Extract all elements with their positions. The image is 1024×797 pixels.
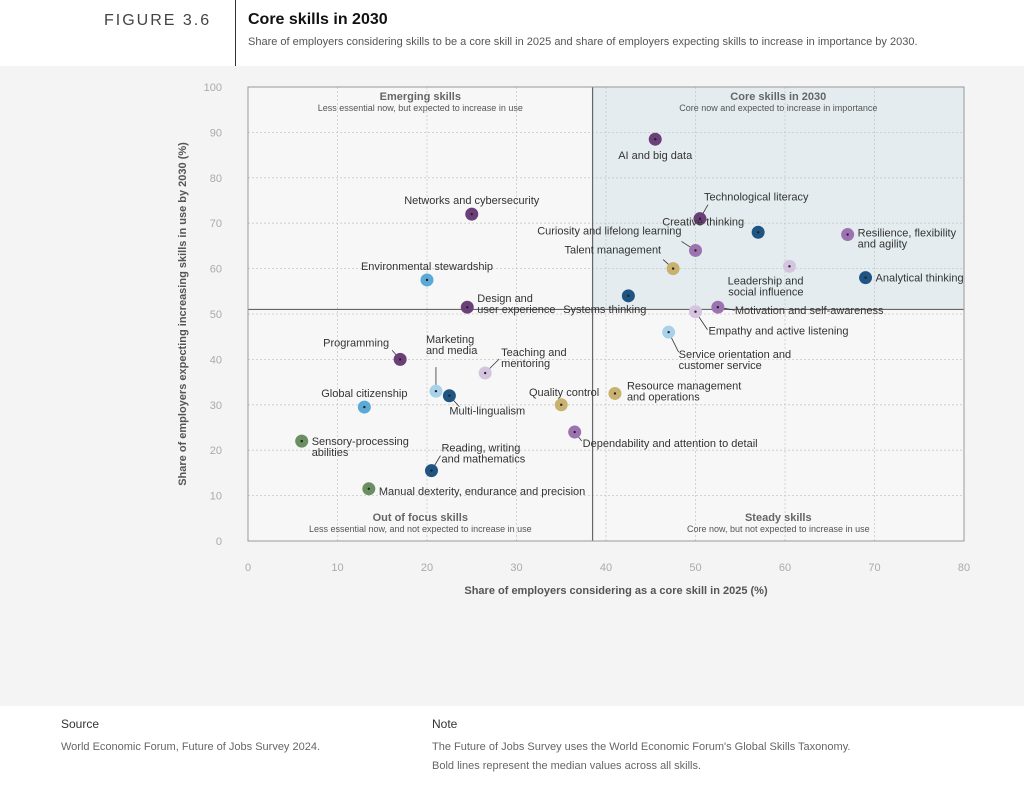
data-label-service-orientation-and-customer-service: Service orientation and customer service <box>679 349 792 372</box>
plot-frame <box>247 86 965 542</box>
y-tick-label: 70 <box>210 218 222 230</box>
data-label-creative-thinking: Creative thinking <box>662 216 744 228</box>
data-label-networks-and-cybersecurity: Networks and cybersecurity <box>404 195 540 207</box>
point-center-dot <box>864 276 867 279</box>
source-text: World Economic Forum, Future of Jobs Sur… <box>61 741 321 753</box>
quadrant-subtitle: Less essential now, but expected to incr… <box>318 103 523 113</box>
point-center-dot <box>756 231 760 234</box>
y-tick-label: 40 <box>210 354 222 366</box>
point-center-dot <box>654 138 657 141</box>
data-label-ai-and-big-data: AI and big data <box>618 150 693 162</box>
x-axis-title: Share of employers considering as a core… <box>464 585 768 597</box>
source-heading: Source <box>61 717 100 731</box>
data-label-analytical-thinking: Analytical thinking <box>876 273 964 285</box>
quadrant-title: Core skills in 2030 <box>730 91 826 103</box>
point-center-dot <box>470 212 473 216</box>
point-center-dot <box>667 330 670 334</box>
data-label-design-and-user-experience: Design and user experience <box>477 293 555 316</box>
x-tick-label: 70 <box>868 562 880 574</box>
point-center-dot <box>425 278 429 282</box>
figure-title: Core skills in 2030 <box>248 11 388 28</box>
point-center-dot <box>466 305 469 309</box>
point-center-dot <box>434 389 438 393</box>
data-label-global-citizenship: Global citizenship <box>321 388 407 400</box>
point-center-dot <box>398 358 402 361</box>
point-center-dot <box>716 305 720 309</box>
data-label-resilience-flexibility-and-agility: Resilience, flexibility and agility <box>858 228 957 251</box>
point-center-dot <box>694 310 697 313</box>
x-tick-label: 0 <box>245 562 251 574</box>
quadrant-subtitle: Less essential now, and not expected to … <box>309 524 532 534</box>
quadrant-title: Out of focus skills <box>373 512 468 524</box>
figure-header: FIGURE 3.6 Core skills in 2030 Share of … <box>0 0 1024 66</box>
note-line-1: The Future of Jobs Survey uses the World… <box>432 741 851 753</box>
note-line-2: Bold lines represent the median values a… <box>432 760 702 772</box>
point-center-dot <box>367 487 371 490</box>
point-center-dot <box>698 217 702 220</box>
data-label-leadership-and-social-influence: Leadership and social influence <box>728 275 804 298</box>
quadrant-title: Steady skills <box>745 512 812 524</box>
point-center-dot <box>613 392 617 395</box>
y-tick-label: 90 <box>210 127 222 139</box>
data-label-marketing-and-media: Marketing and media <box>426 334 478 357</box>
data-label-quality-control: Quality control <box>529 387 599 399</box>
data-label-reading-writing-and-mathematics: Reading, writing and mathematics <box>441 443 525 466</box>
data-label-technological-literacy: Technological literacy <box>704 192 809 204</box>
chart-panel: 0 10 20 30 40 50 60 70 80 90 100 0 10 20 30 40 50 60 70 80 S… <box>0 66 1024 737</box>
x-tick-label: 40 <box>600 562 612 574</box>
point-center-dot <box>671 267 675 270</box>
data-label-multi-lingualism: Multi-lingualism <box>449 406 525 418</box>
quadrant-subtitle: Core now and expected to increase in imp… <box>679 103 877 113</box>
point-center-dot <box>430 469 433 472</box>
data-label-dependability-and-attention-to-detail: Dependability and attention to detail <box>583 438 758 450</box>
x-tick-label: 50 <box>689 562 701 574</box>
point-center-dot <box>560 403 563 406</box>
x-tick-label: 20 <box>421 562 433 574</box>
point-center-dot <box>483 371 487 375</box>
x-tick-label: 30 <box>510 562 522 574</box>
data-label-manual-dexterity-endurance-and-precision: Manual dexterity, endurance and precisio… <box>379 486 585 498</box>
y-tick-label: 0 <box>216 536 222 548</box>
y-tick-label: 100 <box>204 82 222 94</box>
point-center-dot <box>694 249 697 252</box>
data-label-motivation-and-self-awareness: Motivation and self-awareness <box>735 305 884 317</box>
x-tick-label: 80 <box>958 562 970 574</box>
y-tick-label: 10 <box>210 491 222 503</box>
y-tick-label: 60 <box>210 264 222 276</box>
figure-label: FIGURE 3.6 <box>104 12 212 29</box>
figure-subtitle: Share of employers considering skills to… <box>248 36 918 48</box>
point-center-dot <box>448 394 451 397</box>
data-label-resource-management-and-operations: Resource management and operations <box>627 380 741 403</box>
x-tick-label: 10 <box>331 562 343 574</box>
point-center-dot <box>573 430 576 434</box>
point-center-dot <box>846 233 849 236</box>
y-tick-label: 50 <box>210 309 222 321</box>
core-quadrant-fill <box>592 87 964 310</box>
point-center-dot <box>627 294 630 298</box>
figure-footer: Source World Economic Forum, Future of J… <box>0 706 1024 797</box>
y-tick-label: 30 <box>210 400 222 412</box>
data-label-sensory-processing-abilities: Sensory-processing abilities <box>312 436 409 459</box>
point-center-dot <box>300 439 303 443</box>
y-tick-label: 80 <box>210 173 222 185</box>
data-label-systems-thinking: Systems thinking <box>563 304 646 316</box>
x-tick-label: 60 <box>779 562 791 574</box>
y-tick-label: 20 <box>210 445 222 457</box>
quadrant-title: Emerging skills <box>380 91 461 103</box>
header-divider <box>235 0 236 66</box>
point-center-dot <box>363 405 366 409</box>
data-label-environmental-stewardship: Environmental stewardship <box>361 261 493 273</box>
quadrant-subtitle: Core now, but not expected to increase i… <box>687 524 870 534</box>
y-axis-title: Share of employers expecting increasing … <box>177 142 189 486</box>
scatter-chart: 0 10 20 30 40 50 60 70 80 90 100 0 10 20 30 40 50 60 70 80 S… <box>177 82 970 597</box>
point-center-dot <box>788 265 791 268</box>
data-label-teaching-and-mentoring: Teaching and mentoring <box>501 347 566 370</box>
data-label-talent-management: Talent management <box>565 245 662 257</box>
data-label-programming: Programming <box>323 337 389 349</box>
data-label-curiosity-and-lifelong-learning: Curiosity and lifelong learning <box>537 225 681 237</box>
data-label-empathy-and-active-listening: Empathy and active listening <box>709 326 849 338</box>
note-heading: Note <box>432 717 458 731</box>
